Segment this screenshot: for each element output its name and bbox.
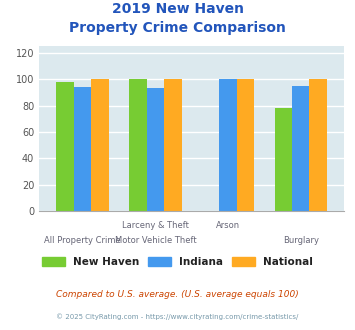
Text: Larceny & Theft: Larceny & Theft <box>122 221 189 230</box>
Text: Burglary: Burglary <box>283 236 319 245</box>
Bar <box>274 108 292 211</box>
Bar <box>237 79 254 211</box>
Bar <box>292 86 310 211</box>
Bar <box>56 82 74 211</box>
Bar <box>219 79 237 211</box>
Text: Arson: Arson <box>216 221 240 230</box>
Bar <box>91 79 109 211</box>
Text: All Property Crime: All Property Crime <box>44 236 121 245</box>
Text: © 2025 CityRating.com - https://www.cityrating.com/crime-statistics/: © 2025 CityRating.com - https://www.city… <box>56 314 299 320</box>
Text: Property Crime Comparison: Property Crime Comparison <box>69 21 286 35</box>
Legend: New Haven, Indiana, National: New Haven, Indiana, National <box>38 253 317 271</box>
Text: 2019 New Haven: 2019 New Haven <box>111 2 244 16</box>
Text: Motor Vehicle Theft: Motor Vehicle Theft <box>115 236 196 245</box>
Bar <box>74 87 91 211</box>
Bar <box>164 79 181 211</box>
Text: Compared to U.S. average. (U.S. average equals 100): Compared to U.S. average. (U.S. average … <box>56 290 299 299</box>
Bar <box>310 79 327 211</box>
Bar <box>147 88 164 211</box>
Bar <box>129 79 147 211</box>
